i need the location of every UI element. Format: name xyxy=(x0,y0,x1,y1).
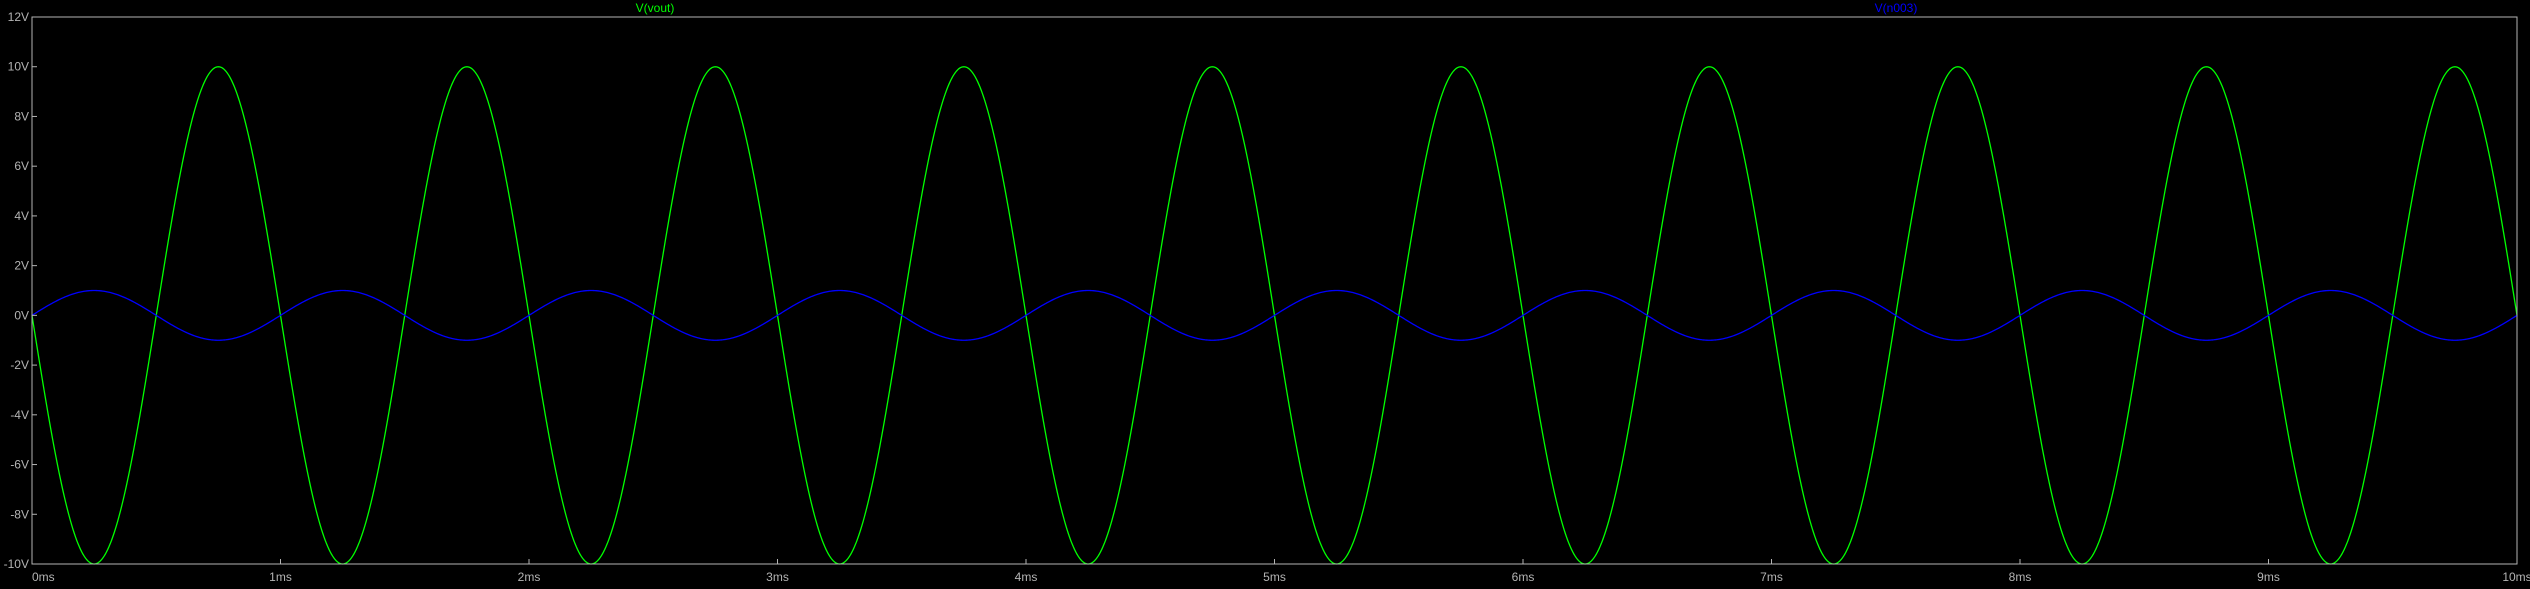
y-tick-label: 0V xyxy=(14,308,29,322)
y-tick-label: 6V xyxy=(14,159,29,173)
legend-entry-vout[interactable]: V(vout) xyxy=(636,1,675,15)
x-tick-label: 0ms xyxy=(32,570,55,584)
y-tick-label: -4V xyxy=(10,408,29,422)
x-tick-label: 3ms xyxy=(766,570,789,584)
y-tick-label: -2V xyxy=(10,358,29,372)
y-tick-label: 2V xyxy=(14,259,29,273)
x-tick-label: 10ms xyxy=(2502,570,2530,584)
legend: V(vout) V(n003) xyxy=(636,1,1918,15)
x-tick-label: 2ms xyxy=(518,570,541,584)
axes: -10V -8V -6V -4V -2V 0V 2V 4V 6V 8V 10V 12V 0ms 1ms 2m… xyxy=(4,10,2530,584)
traces xyxy=(32,67,2517,564)
x-tick-label: 9ms xyxy=(2257,570,2280,584)
x-tick-label: 8ms xyxy=(2009,570,2032,584)
x-tick-label: 5ms xyxy=(1263,570,1286,584)
y-tick-label: -8V xyxy=(10,507,29,521)
x-tick-label: 4ms xyxy=(1015,570,1038,584)
x-tick-label: 1ms xyxy=(269,570,292,584)
y-tick-label: 12V xyxy=(8,10,29,24)
y-tick-label: 10V xyxy=(8,60,29,74)
y-tick-label: -6V xyxy=(10,458,29,472)
series-line-v-n003-[interactable] xyxy=(32,291,2517,341)
y-tick-label: 8V xyxy=(14,109,29,123)
x-tick-label: 6ms xyxy=(1512,570,1535,584)
legend-entry-vn003[interactable]: V(n003) xyxy=(1875,1,1918,15)
x-tick-label: 7ms xyxy=(1760,570,1783,584)
plot-frame xyxy=(32,17,2517,564)
y-tick-label: -10V xyxy=(4,557,29,571)
y-tick-label: 4V xyxy=(14,209,29,223)
